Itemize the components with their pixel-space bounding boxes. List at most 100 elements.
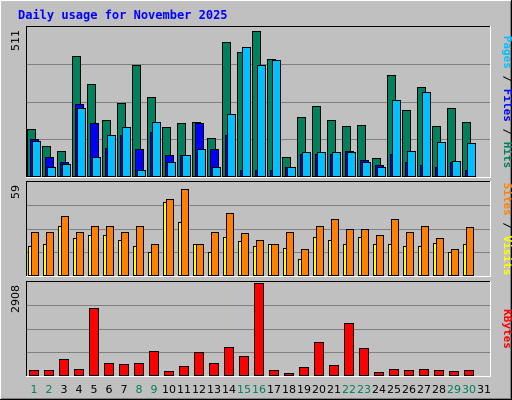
bar-pages-day-27 [422,92,431,177]
bar-kbytes-day-12 [194,352,204,376]
bar-pages-day-6 [107,135,116,177]
bar-sites-day-15 [241,233,249,276]
bar-kbytes-day-17 [269,370,279,376]
day-label-3: 3 [61,383,68,396]
panel-kbytes: 2908 KBytes [9,281,512,377]
bar-pages-day-23 [362,162,371,177]
bar-kbytes-day-6 [104,363,114,376]
bar-sites-day-18 [286,232,294,276]
bar-sites-day-8 [136,226,144,276]
bar-kbytes-day-19 [299,367,309,376]
bar-sites-day-7 [121,232,129,276]
bar-sites-day-6 [106,226,114,276]
bar-pages-day-1 [32,141,41,177]
bar-pages-day-8 [137,170,146,177]
bar-pages-day-2 [47,167,56,177]
bar-sites-day-2 [46,232,54,276]
bar-kbytes-day-25 [389,369,399,376]
day-label-19: 19 [297,383,311,396]
bar-sites-day-10 [166,199,174,276]
bar-pages-day-9 [152,122,161,177]
legend-entry-visits: Visits [501,236,512,276]
day-label-21: 21 [327,383,341,396]
legend: KBytes [501,309,512,349]
bar-pages-day-20 [317,152,326,177]
day-label-27: 27 [417,383,431,396]
day-label-20: 20 [312,383,326,396]
bar-kbytes-day-11 [179,366,189,376]
bar-kbytes-day-8 [134,363,144,376]
day-label-1: 1 [31,383,38,396]
day-label-7: 7 [121,383,128,396]
bar-pages-day-25 [392,100,401,177]
bar-sites-day-5 [91,226,99,276]
day-label-14: 14 [222,383,236,396]
bar-kbytes-day-15 [239,356,249,376]
day-label-17: 17 [267,383,281,396]
bar-pages-day-10 [167,162,176,177]
legend-entry-pages: Pages [501,36,512,69]
bar-pages-day-29 [452,161,461,177]
bar-kbytes-day-27 [419,369,429,376]
bar-sites-day-22 [346,229,354,276]
bar-sites-day-12 [196,244,204,276]
legend: Pages / Files / Hits [501,36,512,169]
bar-pages-day-7 [122,127,131,177]
day-label-4: 4 [76,383,83,396]
legend-separator: / [501,69,512,89]
bar-pages-day-14 [227,114,236,177]
bar-pages-day-11 [182,155,191,177]
bar-sites-day-28 [436,238,444,276]
bar-sites-day-23 [361,229,369,276]
bar-pages-day-4 [77,108,86,177]
bar-sites-day-30 [466,227,474,276]
legend: Sites / Visits [501,183,512,276]
bar-pages-day-21 [332,152,341,177]
day-label-23: 23 [357,383,371,396]
day-label-5: 5 [91,383,98,396]
bar-kbytes-day-23 [359,348,369,376]
bar-sites-day-29 [451,249,459,276]
bar-sites-day-16 [256,240,264,276]
day-label-24: 24 [372,383,386,396]
legend-entry-hits: Hits [501,142,512,169]
bar-sites-day-3 [61,216,69,276]
bar-pages-day-12 [197,149,206,177]
y-axis-max-label: 59 [9,185,22,199]
bar-pages-day-24 [377,167,386,177]
bar-pages-day-22 [347,152,356,177]
bar-sites-day-17 [271,244,279,276]
day-label-2: 2 [46,383,53,396]
bar-pages-day-30 [467,143,476,177]
panel-hits-files-pages: 511 Pages / Files / Hits [9,26,512,178]
bar-pages-day-13 [212,167,221,177]
bar-sites-day-13 [211,232,219,276]
bar-sites-day-9 [151,244,159,276]
bar-sites-day-11 [181,189,189,276]
bar-sites-day-21 [331,219,339,276]
bar-kbytes-day-18 [284,373,294,376]
day-label-25: 25 [387,383,401,396]
legend-separator: / [501,122,512,142]
legend-separator: / [501,216,512,236]
day-axis-labels: 1 2 3 4 5 6 7 8 9 10 11 12 13 14 15 16 17 18 19 20 21 22 23 24 2… [31,383,492,396]
bar-pages-day-18 [287,167,296,177]
day-label-8: 8 [136,383,143,396]
y-axis-max-label: 511 [9,30,22,51]
day-label-30: 30 [462,383,476,396]
day-label-11: 11 [177,383,191,396]
day-label-10: 10 [162,383,176,396]
chart-title: Daily usage for November 2025 [18,8,228,22]
bar-sites-day-4 [76,232,84,276]
y-axis-max-label: 2908 [9,285,22,313]
bar-pages-day-26 [407,151,416,177]
bar-pages-day-28 [437,142,446,177]
bar-kbytes-day-9 [149,351,159,376]
bar-kbytes-day-2 [44,370,54,376]
bar-kbytes-day-14 [224,347,234,376]
bar-sites-day-27 [421,226,429,276]
bar-pages-day-15 [242,47,251,177]
day-label-26: 26 [402,383,416,396]
